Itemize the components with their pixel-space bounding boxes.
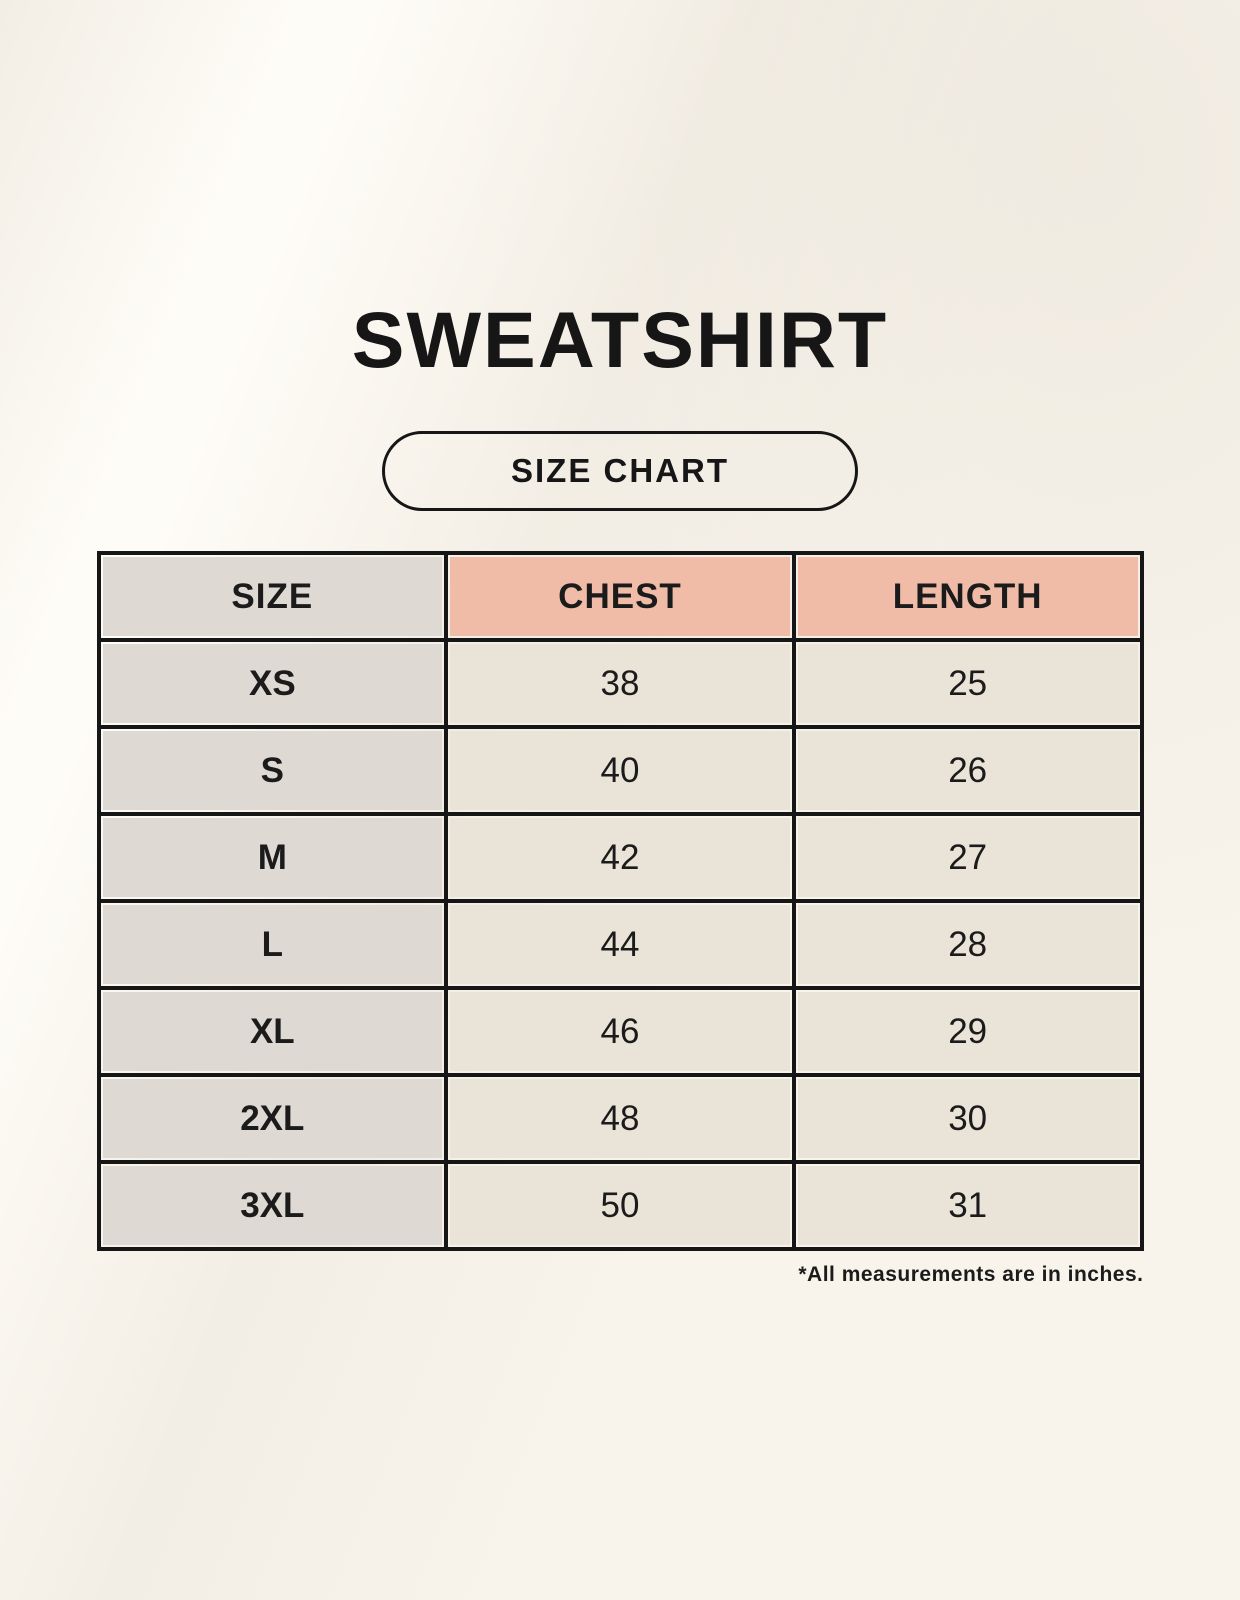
table-row: M 42 27 bbox=[96, 812, 1144, 903]
size-chart-badge[interactable]: SIZE CHART bbox=[382, 431, 858, 511]
size-cell: XS bbox=[96, 638, 449, 729]
length-cell: 26 bbox=[791, 725, 1144, 816]
chest-cell: 48 bbox=[444, 1073, 796, 1164]
table-row: 2XL 48 30 bbox=[96, 1073, 1144, 1164]
length-cell: 30 bbox=[791, 1073, 1144, 1164]
chest-cell: 50 bbox=[444, 1160, 796, 1251]
table-row: 3XL 50 31 bbox=[96, 1160, 1144, 1251]
size-chart-table: SIZE CHEST LENGTH XS 38 25 S 40 26 M 42 … bbox=[96, 551, 1144, 1251]
chest-cell: 44 bbox=[444, 899, 796, 990]
table-header-row: SIZE CHEST LENGTH bbox=[96, 551, 1144, 642]
length-cell: 31 bbox=[791, 1160, 1144, 1251]
column-header-chest: CHEST bbox=[444, 551, 796, 642]
size-cell: 3XL bbox=[96, 1160, 449, 1251]
length-cell: 25 bbox=[791, 638, 1144, 729]
table-row: L 44 28 bbox=[96, 899, 1144, 990]
page-title: SWEATSHIRT bbox=[351, 295, 889, 384]
column-header-length: LENGTH bbox=[791, 551, 1144, 642]
chest-cell: 46 bbox=[444, 986, 796, 1077]
length-cell: 29 bbox=[791, 986, 1144, 1077]
size-cell: M bbox=[96, 812, 449, 903]
table-row: XS 38 25 bbox=[96, 638, 1144, 729]
chest-cell: 38 bbox=[444, 638, 796, 729]
size-cell: 2XL bbox=[96, 1073, 449, 1164]
table-row: S 40 26 bbox=[96, 725, 1144, 816]
chest-cell: 40 bbox=[444, 725, 796, 816]
column-header-size: SIZE bbox=[96, 551, 449, 642]
table-row: XL 46 29 bbox=[96, 986, 1144, 1077]
size-cell: S bbox=[96, 725, 449, 816]
length-cell: 27 bbox=[791, 812, 1144, 903]
chest-cell: 42 bbox=[444, 812, 796, 903]
measurements-footnote: *All measurements are in inches. bbox=[798, 1263, 1144, 1286]
size-cell: L bbox=[96, 899, 449, 990]
size-chart-badge-label: SIZE CHART bbox=[511, 452, 729, 489]
size-cell: XL bbox=[96, 986, 449, 1077]
length-cell: 28 bbox=[791, 899, 1144, 990]
